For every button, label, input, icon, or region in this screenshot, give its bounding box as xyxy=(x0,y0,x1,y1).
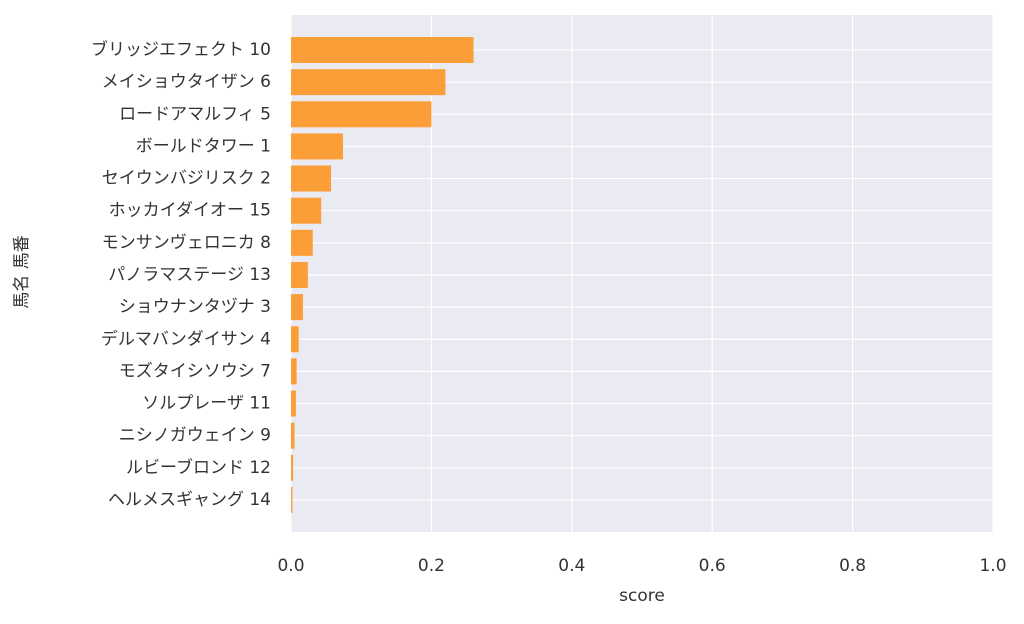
plot-area xyxy=(291,15,993,532)
bar xyxy=(291,37,474,63)
bar xyxy=(291,229,313,256)
y-tick-label: ボールドタワー 1 xyxy=(136,136,271,156)
y-tick-label: セイウンバジリスク 2 xyxy=(102,169,271,189)
bar xyxy=(291,422,295,449)
bar xyxy=(291,165,332,192)
x-tick-label: 1.0 xyxy=(979,556,1006,576)
x-axis-label: score xyxy=(619,586,665,606)
y-tick-label: メイショウタイザン 6 xyxy=(102,72,271,92)
x-tick-label: 0.2 xyxy=(418,556,445,576)
x-tick-label: 0.6 xyxy=(699,556,726,576)
bar xyxy=(291,486,293,513)
x-tick-label: 0.4 xyxy=(558,556,585,576)
x-tick-label: 0.0 xyxy=(277,556,304,576)
y-tick-label: ルビーブロンド 12 xyxy=(126,457,271,478)
y-tick-label: モズタイシソウシ 7 xyxy=(119,361,271,381)
bar xyxy=(291,101,432,128)
y-tick-label: ホッカイダイオー 15 xyxy=(109,201,271,221)
y-tick-label: モンサンヴェロニカ 8 xyxy=(102,233,271,253)
y-tick-label: ブリッジエフェクト 10 xyxy=(91,39,271,60)
y-tick-label: ロードアマルフィ 5 xyxy=(119,104,271,124)
y-axis-label: 馬名 馬番 xyxy=(12,235,32,308)
bar xyxy=(291,261,308,288)
bar xyxy=(291,454,294,481)
bar xyxy=(291,197,322,224)
y-tick-label: ヘルメスギャング 14 xyxy=(108,490,271,510)
y-tick-label: ニシノガウェイン 9 xyxy=(119,426,271,446)
bar xyxy=(291,69,446,96)
y-tick-label: パノラマステージ 13 xyxy=(108,265,271,285)
bar xyxy=(291,133,343,160)
y-tick-label: デルマバンダイサン 4 xyxy=(101,328,271,349)
y-tick-label: ショウナンタヅナ 3 xyxy=(119,297,271,317)
y-tick-label: ソルプレーザ 11 xyxy=(142,394,271,414)
x-tick-label: 0.8 xyxy=(839,556,866,576)
bar xyxy=(291,294,303,321)
bar xyxy=(291,358,297,385)
bar xyxy=(291,390,296,417)
bar xyxy=(291,326,299,353)
